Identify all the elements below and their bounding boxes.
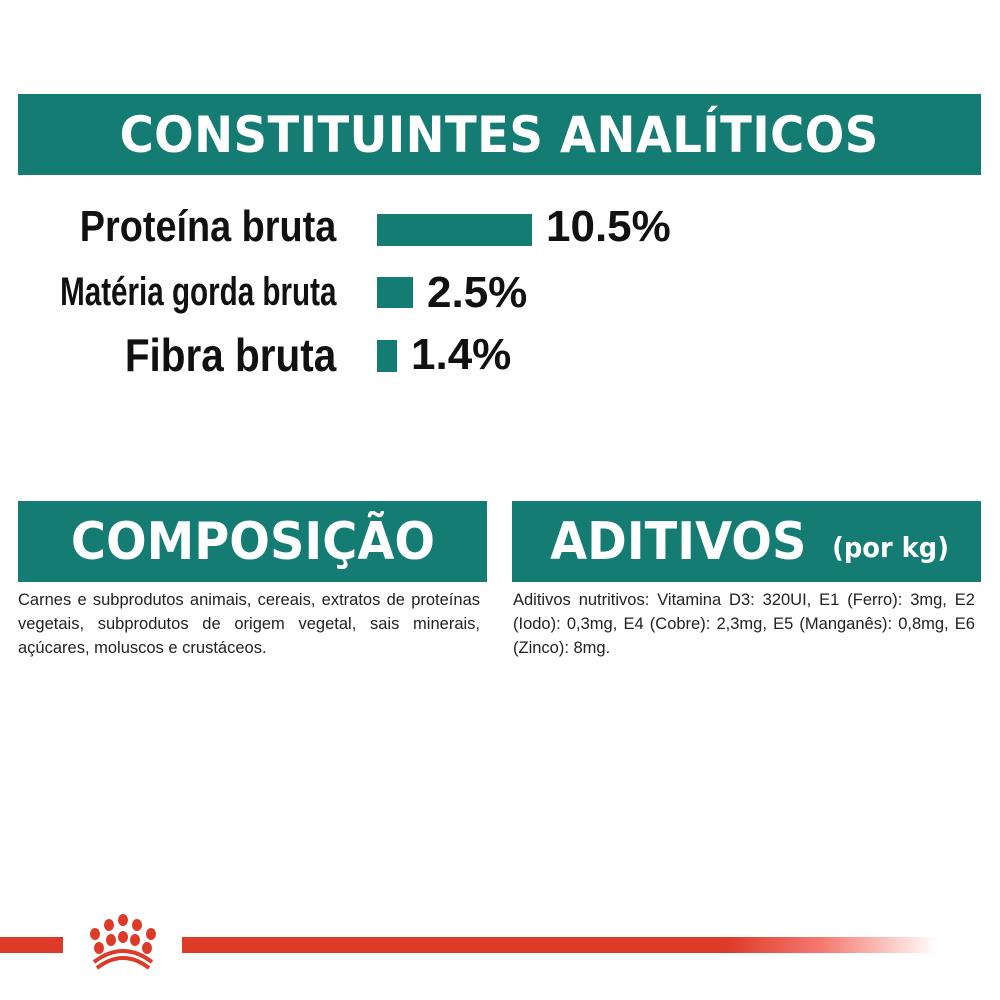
constituent-bar <box>377 340 397 372</box>
composition-header: COMPOSIÇÃO <box>18 501 487 582</box>
composition-title: COMPOSIÇÃO <box>70 511 435 572</box>
constituent-bar <box>377 214 532 246</box>
constituent-value: 1.4% <box>411 330 512 379</box>
constituent-value: 2.5% <box>427 268 528 317</box>
constituent-row-protein: Proteína bruta 10.5% <box>0 200 1000 251</box>
constituent-label: Matéria gorda bruta <box>59 270 336 314</box>
brand-stripe-left <box>0 937 63 953</box>
additives-title: ADITIVOS <box>549 511 807 572</box>
brand-stripe-right <box>182 937 937 953</box>
additives-text: Aditivos nutritivos: Vitamina D3: 320UI,… <box>513 591 975 657</box>
constituent-bar <box>377 277 413 308</box>
composition-text: Carnes e subprodutos animais, cereais, e… <box>18 591 480 657</box>
constituent-label: Fibra bruta <box>124 329 336 381</box>
crown-paw-icon <box>90 914 156 970</box>
constituent-row-fat: Matéria gorda bruta 2.5% <box>0 266 1000 317</box>
constituent-row-fiber: Fibra bruta 1.4% <box>0 326 1000 381</box>
additives-header: ADITIVOS (por kg) <box>512 501 981 582</box>
constituent-label: Proteína bruta <box>79 202 336 251</box>
additives-subtitle: (por kg) <box>832 531 950 564</box>
constituent-value: 10.5% <box>546 202 671 251</box>
analytical-constituents-header: CONSTITUINTES ANALÍTICOS <box>18 94 981 175</box>
header-title: CONSTITUINTES ANALÍTICOS <box>119 105 880 164</box>
